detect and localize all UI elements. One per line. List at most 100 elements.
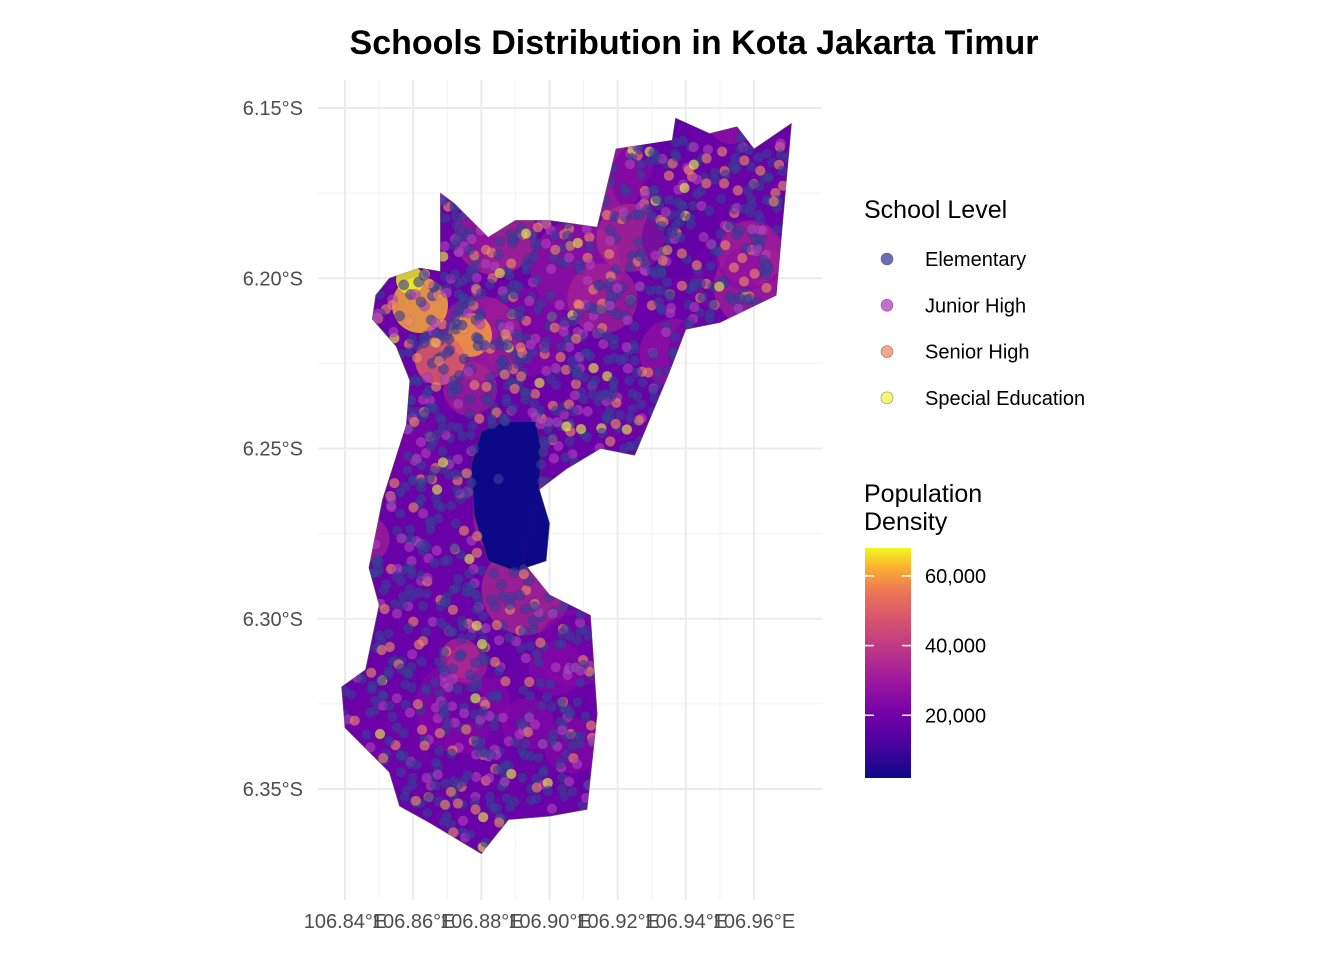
legend-label-2: Senior High [925, 342, 1030, 364]
school-point [373, 629, 385, 641]
school-point [419, 740, 431, 752]
school-point [558, 790, 570, 802]
school-point [635, 168, 647, 180]
school-point [523, 712, 535, 723]
school-point [499, 776, 511, 788]
school-point [437, 445, 449, 457]
school-point [637, 377, 649, 389]
school-point [534, 637, 546, 649]
school-point [573, 738, 585, 750]
school-point [433, 656, 445, 668]
school-point [661, 276, 673, 288]
school-point [480, 836, 492, 848]
density-patch [732, 672, 789, 729]
school-point [499, 328, 511, 340]
school-point [688, 141, 700, 153]
school-point [555, 351, 567, 363]
school-point [449, 268, 461, 280]
legend-school-level-title: School Level [864, 196, 1007, 224]
school-point [574, 263, 586, 275]
school-point [470, 692, 481, 704]
school-point [544, 290, 556, 302]
school-point [447, 673, 459, 685]
density-patch [720, 346, 773, 399]
school-point [540, 238, 552, 250]
school-point [379, 603, 391, 615]
school-point [584, 350, 596, 362]
school-point [563, 776, 575, 787]
school-point [493, 665, 505, 677]
school-point [604, 300, 616, 312]
school-point [624, 440, 636, 452]
school-point [456, 633, 468, 644]
x-tick-label: 106.86°E [372, 911, 455, 933]
school-point [715, 228, 727, 240]
legend-density-title: Population Density [864, 480, 989, 536]
school-point [777, 180, 789, 192]
school-point [458, 525, 470, 537]
school-point [575, 609, 587, 621]
y-axis-ticks: 6.15°S 6.20°S 6.25°S 6.30°S 6.35°S [243, 98, 303, 801]
density-patch [341, 797, 405, 854]
school-point [406, 648, 418, 660]
school-point [696, 200, 707, 212]
school-point [518, 568, 530, 580]
school-point [465, 477, 477, 489]
school-point [552, 440, 564, 452]
school-point [512, 358, 524, 370]
legend-key-2 [880, 345, 894, 359]
school-point [477, 811, 489, 823]
school-point [464, 829, 476, 840]
school-point [605, 391, 617, 403]
school-point [620, 185, 632, 197]
school-point [398, 279, 410, 291]
school-point [607, 379, 619, 391]
school-point [440, 596, 452, 608]
school-point [493, 817, 505, 828]
school-point [660, 326, 672, 338]
school-point [560, 452, 572, 463]
school-point [582, 405, 594, 417]
school-point [384, 700, 396, 712]
school-point [734, 292, 746, 304]
school-point [421, 772, 433, 784]
school-point [404, 376, 416, 387]
school-point [533, 656, 544, 668]
school-point [634, 250, 646, 262]
legend-key-1 [880, 298, 894, 312]
school-point [404, 523, 416, 535]
school-point [738, 154, 750, 166]
school-point [537, 767, 549, 779]
school-point [746, 199, 758, 211]
density-patch [398, 118, 465, 156]
school-point [647, 348, 659, 360]
school-point [484, 278, 496, 290]
school-point [504, 599, 516, 610]
school-point [691, 174, 703, 185]
school-point [479, 746, 491, 758]
school-point [550, 405, 562, 417]
school-point [484, 791, 496, 803]
school-point [536, 700, 547, 712]
school-point [536, 475, 548, 487]
school-point [446, 748, 458, 760]
school-point [428, 403, 440, 414]
density-patch [731, 536, 792, 604]
school-point [669, 331, 681, 343]
school-point [524, 690, 536, 702]
school-point [451, 484, 463, 496]
school-point [623, 375, 635, 386]
school-point [584, 240, 596, 252]
density-patch [722, 248, 764, 290]
school-point [550, 379, 562, 391]
school-point [412, 698, 424, 710]
school-point [531, 782, 543, 794]
school-point [760, 269, 772, 281]
school-point [453, 370, 465, 381]
school-point [648, 184, 660, 196]
school-point [429, 677, 441, 689]
school-point [704, 308, 716, 320]
school-point [470, 589, 482, 601]
school-point [564, 708, 576, 720]
school-point [516, 772, 528, 784]
